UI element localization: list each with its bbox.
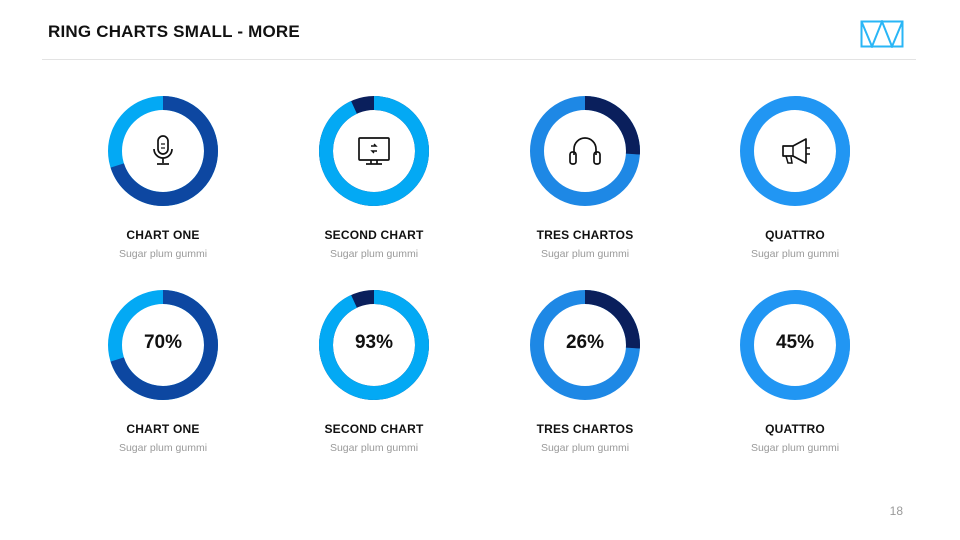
ring-svg (740, 290, 850, 400)
ring-chart-second-chart-value-variant: 93% SECOND CHART Sugar plum gummi (284, 290, 464, 480)
chart-subtitle: Sugar plum gummi (118, 442, 208, 454)
ring-center: 45% (740, 290, 850, 400)
ring-value-segment (319, 290, 429, 400)
ring-svg (530, 96, 640, 206)
microphone-icon (153, 135, 173, 165)
ring-chart (319, 96, 429, 206)
ring-value-label: 70% (143, 332, 183, 353)
ring-chart (740, 96, 850, 206)
chart-subtitle: Sugar plum gummi (329, 442, 419, 454)
ring-center: 70% (108, 290, 218, 400)
crown-logo-icon (860, 20, 904, 48)
ring-svg (319, 290, 429, 400)
ring-value-segment (319, 96, 429, 206)
ring-chart: 93% (319, 290, 429, 400)
ring-chart-tres-chartos-icon-variant: TRES CHARTOS Sugar plum gummi (495, 96, 675, 286)
chart-label: SECOND CHART (324, 422, 424, 436)
megaphone-icon (782, 138, 810, 164)
ring-value-segment (108, 290, 218, 400)
ring-chart-tres-chartos-value-variant: 26% TRES CHARTOS Sugar plum gummi (495, 290, 675, 480)
chart-label: TRES CHARTOS (536, 228, 634, 242)
ring-chart-quattro-icon-variant: QUATTRO Sugar plum gummi (705, 96, 885, 286)
ring-value-segment (740, 290, 850, 400)
chart-subtitle: Sugar plum gummi (118, 248, 208, 260)
ring-chart (108, 96, 218, 206)
slide-title: RING CHARTS SMALL - MORE (48, 22, 300, 41)
chart-label: TRES CHARTOS (536, 422, 634, 436)
ring-center: 93% (319, 290, 429, 400)
ring-chart: 26% (530, 290, 640, 400)
ring-svg (108, 96, 218, 206)
ring-svg (740, 96, 850, 206)
chart-label: SECOND CHART (324, 228, 424, 242)
chart-subtitle: Sugar plum gummi (750, 248, 840, 260)
chart-label: CHART ONE (126, 228, 200, 242)
ring-value-segment (740, 96, 850, 206)
ring-svg (108, 290, 218, 400)
chart-subtitle: Sugar plum gummi (329, 248, 419, 260)
ring-chart-chart-one-value-variant: 70% CHART ONE Sugar plum gummi (73, 290, 253, 480)
ring-chart-chart-one-icon-variant: CHART ONE Sugar plum gummi (73, 96, 253, 286)
ring-chart: 45% (740, 290, 850, 400)
ring-value-segment (530, 96, 640, 206)
ring-value-segment (530, 290, 640, 400)
ring-chart (530, 96, 640, 206)
ring-value-label: 93% (354, 332, 394, 353)
ring-svg (319, 96, 429, 206)
chart-label: QUATTRO (765, 422, 825, 436)
page-number: 18 (889, 504, 903, 518)
ring-chart-quattro-value-variant: 45% QUATTRO Sugar plum gummi (705, 290, 885, 480)
chart-label: CHART ONE (126, 422, 200, 436)
ring-svg (530, 290, 640, 400)
ring-chart: 70% (108, 290, 218, 400)
chart-subtitle: Sugar plum gummi (750, 442, 840, 454)
headphones-icon (569, 137, 601, 165)
chart-subtitle: Sugar plum gummi (540, 248, 630, 260)
ring-center: 26% (530, 290, 640, 400)
header-divider (42, 59, 916, 60)
ring-value-label: 45% (775, 332, 815, 353)
monitor-icon (358, 137, 390, 165)
chart-subtitle: Sugar plum gummi (540, 442, 630, 454)
ring-value-label: 26% (565, 332, 605, 353)
ring-chart-second-chart-icon-variant: SECOND CHART Sugar plum gummi (284, 96, 464, 286)
chart-label: QUATTRO (765, 228, 825, 242)
ring-value-segment (108, 96, 218, 206)
